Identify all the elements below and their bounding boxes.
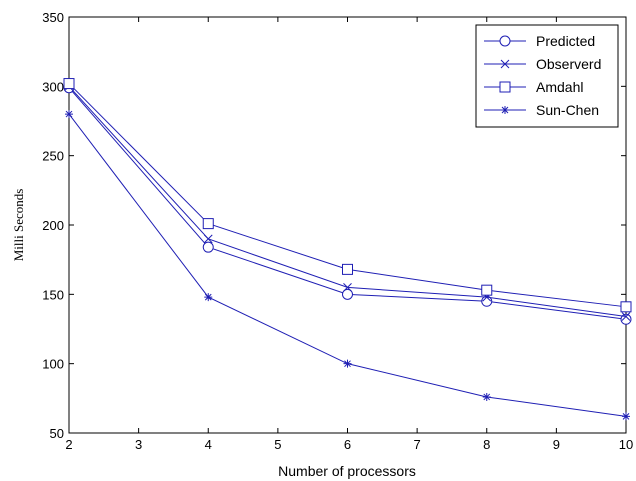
y-tick-label: 300: [42, 79, 64, 94]
legend: Predicted Observerd Amdahl Sun-Chen: [475, 24, 619, 128]
x-tick-label: 6: [344, 437, 351, 452]
legend-label: Predicted: [536, 33, 595, 49]
axis-ticks: 2 3 4 5 6 7 8 9 10 50 100 150 200 250 300 350: [42, 10, 633, 452]
data-point-circle: [342, 288, 353, 300]
y-tick-label: 250: [42, 149, 64, 164]
data-point-star: [204, 293, 213, 302]
y-tick-label: 200: [42, 218, 64, 233]
data-point-square: [481, 284, 493, 296]
y-tick-label: 350: [42, 10, 64, 25]
data-point-square: [342, 263, 353, 275]
data-point-star: [482, 392, 491, 401]
data-point-star: [343, 359, 352, 368]
data-point-square: [63, 78, 75, 90]
data-point-square: [620, 301, 632, 313]
data-point-circle: [620, 313, 632, 325]
x-axis-title: Number of processors: [278, 463, 416, 479]
x-tick-label: 4: [205, 437, 212, 452]
data-point-x: [203, 234, 213, 244]
data-point-square: [499, 81, 511, 93]
x-tick-label: 3: [135, 437, 142, 452]
series-layer: [63, 78, 632, 421]
data-point-circle: [202, 241, 214, 253]
y-tick-label: 50: [50, 426, 64, 441]
legend-label: Amdahl: [536, 79, 583, 95]
y-tick-label: 150: [42, 287, 64, 302]
x-tick-label: 9: [553, 437, 560, 452]
data-point-x: [621, 312, 631, 321]
data-point-star: [501, 106, 509, 114]
x-tick-label: 7: [414, 437, 421, 452]
data-point-x: [500, 59, 510, 69]
x-tick-label: 10: [619, 437, 633, 452]
y-axis-title: Milli Seconds: [11, 189, 26, 262]
legend-label: Observerd: [536, 56, 601, 72]
data-point-circle: [481, 295, 493, 307]
legend-label: Sun-Chen: [536, 102, 599, 118]
y-tick-label: 100: [42, 357, 64, 372]
x-tick-label: 5: [274, 437, 281, 452]
x-tick-label: 8: [483, 437, 490, 452]
data-point-x: [343, 283, 352, 292]
data-point-circle: [499, 35, 511, 47]
data-point-square: [202, 218, 214, 230]
x-tick-label: 2: [65, 437, 72, 452]
data-point-star: [622, 412, 630, 421]
data-point-star: [65, 110, 73, 119]
